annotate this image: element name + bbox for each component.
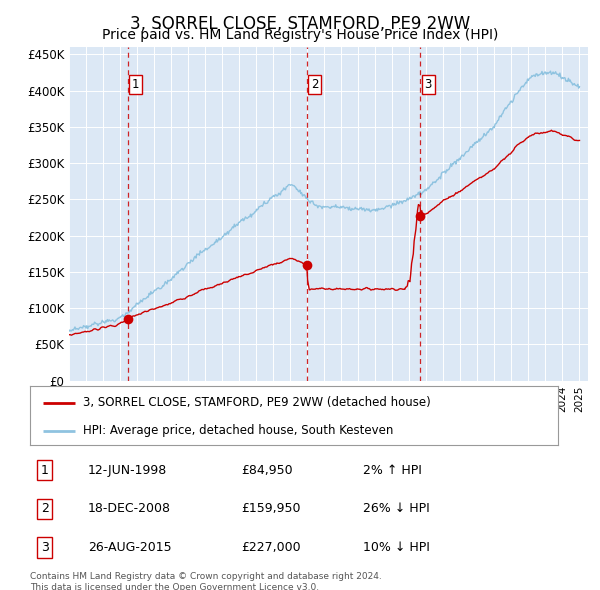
Text: 18-DEC-2008: 18-DEC-2008 xyxy=(88,502,171,516)
Text: Price paid vs. HM Land Registry's House Price Index (HPI): Price paid vs. HM Land Registry's House … xyxy=(102,28,498,42)
Text: 3, SORREL CLOSE, STAMFORD, PE9 2WW (detached house): 3, SORREL CLOSE, STAMFORD, PE9 2WW (deta… xyxy=(83,396,431,409)
Text: 3: 3 xyxy=(425,78,432,91)
Text: 2% ↑ HPI: 2% ↑ HPI xyxy=(362,464,422,477)
Text: 1: 1 xyxy=(41,464,49,477)
Text: 26-AUG-2015: 26-AUG-2015 xyxy=(88,541,172,554)
Text: 1: 1 xyxy=(132,78,139,91)
Text: Contains HM Land Registry data © Crown copyright and database right 2024.
This d: Contains HM Land Registry data © Crown c… xyxy=(30,572,382,590)
Text: 3, SORREL CLOSE, STAMFORD, PE9 2WW: 3, SORREL CLOSE, STAMFORD, PE9 2WW xyxy=(130,15,470,33)
Text: £84,950: £84,950 xyxy=(241,464,293,477)
Text: 10% ↓ HPI: 10% ↓ HPI xyxy=(362,541,430,554)
Text: £159,950: £159,950 xyxy=(241,502,301,516)
Text: 12-JUN-1998: 12-JUN-1998 xyxy=(88,464,167,477)
Text: 3: 3 xyxy=(41,541,49,554)
Text: 2: 2 xyxy=(41,502,49,516)
Text: 26% ↓ HPI: 26% ↓ HPI xyxy=(362,502,430,516)
Text: £227,000: £227,000 xyxy=(241,541,301,554)
Text: HPI: Average price, detached house, South Kesteven: HPI: Average price, detached house, Sout… xyxy=(83,424,393,437)
Text: 2: 2 xyxy=(311,78,319,91)
